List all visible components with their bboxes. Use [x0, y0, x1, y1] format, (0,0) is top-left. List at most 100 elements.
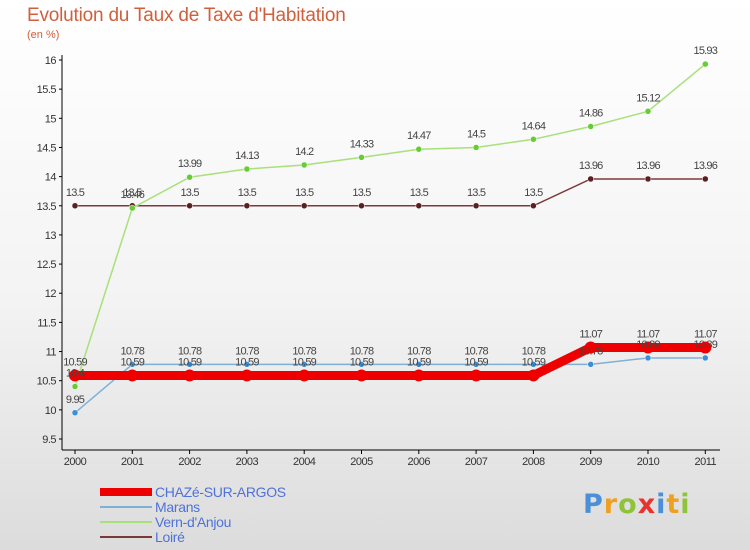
data-label: 13.96: [579, 160, 603, 172]
data-point: [243, 202, 251, 210]
data-point: [472, 144, 480, 151]
data-point: [587, 175, 594, 183]
data-label: 9.95: [66, 394, 85, 406]
data-label: 10.78: [121, 345, 145, 357]
chart-title: Evolution du Taux de Taxe d'Habitation: [27, 5, 346, 26]
data-point: [702, 60, 709, 68]
data-point: [412, 369, 425, 382]
logo-letter: P: [583, 489, 604, 520]
y-tick-label: 14.5: [37, 142, 57, 154]
logo-letter: i: [656, 489, 667, 520]
data-label: 10.59: [407, 356, 431, 368]
y-tick-label: 13: [45, 230, 57, 242]
data-point: [298, 369, 311, 382]
data-point: [300, 161, 308, 169]
x-tick-label: 2005: [350, 456, 373, 468]
data-label: 10.78: [579, 345, 603, 357]
legend-label-marans: Marans: [155, 499, 200, 515]
proxiti-logo: Proxiti: [583, 489, 691, 520]
data-point: [186, 202, 193, 210]
data-label: 15.93: [694, 45, 718, 57]
data-point: [71, 383, 79, 390]
data-label: 14.2: [295, 146, 314, 158]
data-point: [472, 202, 480, 210]
data-label: 11.07: [694, 328, 717, 340]
x-tick-label: 2006: [408, 456, 431, 468]
data-label: 10.59: [350, 356, 374, 368]
data-label: 10.78: [235, 345, 259, 357]
data-point: [644, 175, 652, 183]
y-tick-label: 12.5: [37, 259, 57, 271]
data-label: 14.5: [467, 128, 486, 140]
data-point: [530, 136, 537, 143]
data-label: 13.5: [295, 187, 314, 199]
legend-swatch-vern: [100, 521, 152, 523]
data-point: [644, 354, 652, 362]
data-point: [126, 369, 139, 382]
data-label: 14.13: [235, 150, 259, 162]
data-point: [300, 202, 308, 210]
data-point: [129, 361, 136, 368]
data-label: 10.78: [522, 345, 546, 357]
data-label: 10.59: [178, 356, 202, 368]
data-point: [358, 154, 365, 161]
x-tick-label: 2008: [522, 456, 545, 468]
x-tick-label: 2004: [293, 456, 316, 468]
y-tick-label: 15: [45, 113, 57, 125]
x-tick-label: 2000: [64, 456, 87, 468]
x-tick-label: 2003: [236, 456, 259, 468]
logo-letter: r: [603, 489, 619, 520]
logo-letter: t: [666, 489, 681, 520]
data-label: 10.59: [63, 356, 87, 368]
logo-letter: i: [680, 489, 691, 520]
data-label: 10.78: [350, 345, 374, 357]
series-line-3: [75, 178, 706, 207]
y-tick-label: 11.5: [37, 317, 56, 329]
data-label: 14.64: [522, 120, 546, 132]
y-tick-label: 10.5: [37, 376, 57, 388]
data-point: [587, 123, 594, 130]
data-label: 10.59: [235, 356, 259, 368]
series-line-2: [74, 63, 706, 387]
data-label: 13.96: [694, 160, 718, 172]
data-point: [183, 369, 196, 382]
data-point: [415, 361, 423, 368]
data-point: [243, 361, 251, 368]
data-point: [472, 361, 480, 368]
data-label: 10.78: [178, 345, 202, 357]
data-point: [358, 202, 365, 210]
data-label: 13.5: [352, 187, 371, 199]
data-label: 10.59: [464, 356, 488, 368]
data-point: [584, 341, 597, 354]
logo-letter: o: [618, 489, 638, 520]
y-tick-label: 10: [45, 405, 57, 417]
data-point: [240, 369, 253, 382]
data-point: [642, 341, 654, 354]
data-label: 11.07: [579, 328, 602, 340]
data-point: [69, 369, 81, 382]
chart-subtitle: (en %): [27, 29, 60, 41]
legend-swatch-loire: [100, 536, 152, 538]
data-label: 15.12: [636, 92, 660, 104]
data-label: 13.5: [66, 187, 85, 199]
data-point: [699, 341, 712, 354]
data-label: 13.5: [180, 187, 199, 199]
data-point: [355, 369, 368, 382]
x-tick-label: 2009: [579, 456, 602, 468]
data-point: [415, 145, 423, 153]
x-tick-label: 2001: [121, 456, 144, 468]
y-tick-label: 15.5: [37, 84, 57, 96]
data-label: 10.59: [522, 356, 546, 368]
data-label: 13.5: [123, 187, 142, 199]
data-point: [71, 202, 79, 210]
data-label: 13.5: [467, 187, 486, 199]
data-label: 10.4: [66, 368, 85, 380]
data-point: [702, 354, 709, 362]
data-point: [587, 361, 594, 368]
data-label: 14.86: [579, 107, 603, 119]
data-label: 13.99: [178, 158, 202, 170]
data-point: [129, 204, 136, 212]
legend-swatch-chaze: [100, 488, 152, 496]
